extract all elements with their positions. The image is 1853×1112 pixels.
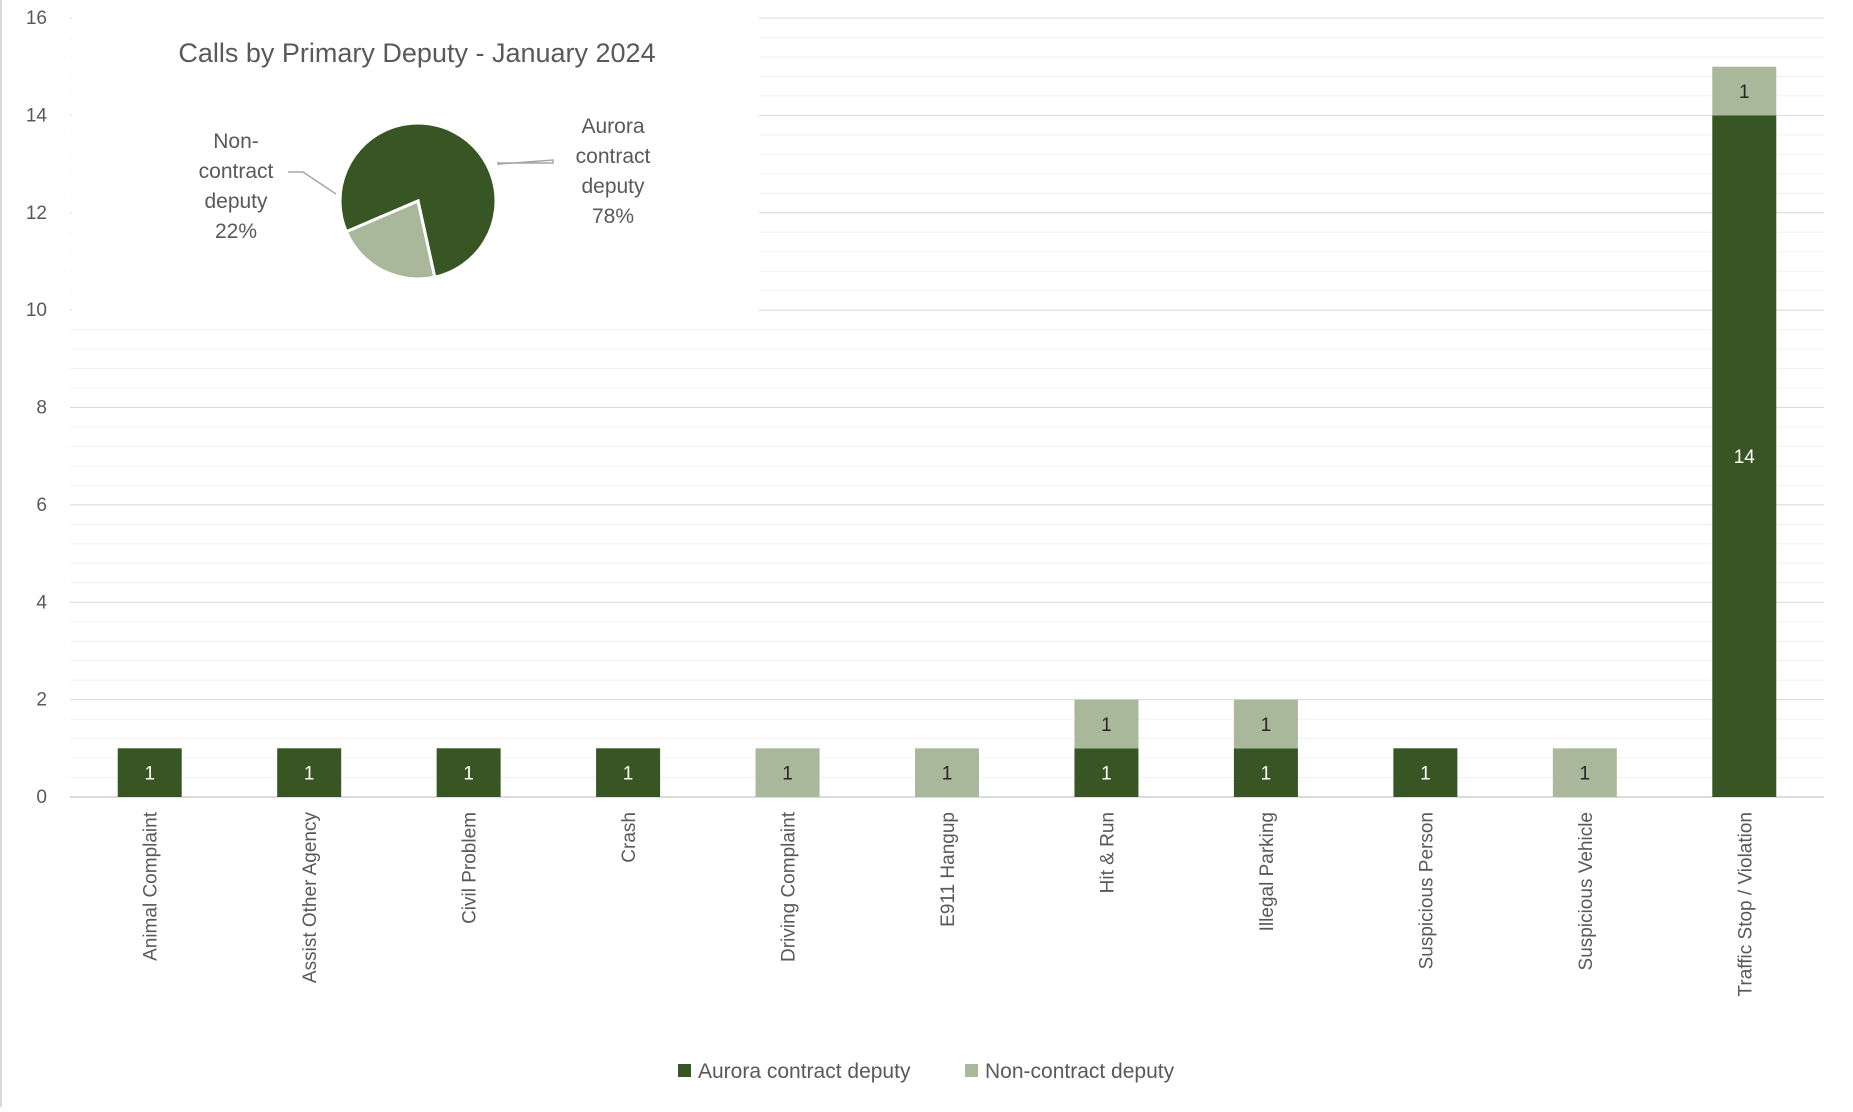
pie-slice-label: Aurora xyxy=(581,115,644,138)
bar-data-label: 1 xyxy=(623,764,634,785)
legend-swatch xyxy=(678,1064,691,1077)
bar-segment xyxy=(1074,699,1139,749)
x-tick-label: Crash xyxy=(619,812,640,863)
pie-slice-percent: 78% xyxy=(592,205,634,228)
bar-segment xyxy=(277,748,342,797)
bar-segment xyxy=(1074,748,1139,797)
bar-segment xyxy=(1393,748,1458,797)
pie-slice-label: deputy xyxy=(581,175,645,198)
bar-segment xyxy=(755,748,820,797)
legend: Aurora contract deputy Non-contract deput… xyxy=(678,1060,1175,1083)
y-tick-label: 2 xyxy=(36,690,47,711)
x-tick-label: Driving Complaint xyxy=(779,811,800,962)
pie-slice xyxy=(344,198,437,281)
x-tick-label: Animal Complaint xyxy=(141,811,162,961)
pie-slice-label: contract xyxy=(199,160,274,183)
x-tick-label: Suspicious Person xyxy=(1416,812,1437,969)
pie-title: Calls by Primary Deputy - January 2024 xyxy=(178,38,655,68)
bar-data-label: 1 xyxy=(1739,82,1750,103)
bar-segment xyxy=(1233,699,1298,749)
x-tick-label: Assist Other Agency xyxy=(300,812,321,984)
bar-data-label: 1 xyxy=(1261,764,1272,785)
y-tick-label: 16 xyxy=(26,8,47,29)
legend-label: Non-contract deputy xyxy=(985,1060,1175,1083)
y-tick-label: 6 xyxy=(36,495,47,516)
bar-segment xyxy=(915,748,979,797)
bar-data-label: 1 xyxy=(463,764,474,785)
x-tick-label: Illegal Parking xyxy=(1257,812,1278,931)
bar-data-label: 1 xyxy=(1261,715,1272,736)
bar-segment xyxy=(1712,115,1777,797)
bar-segment xyxy=(436,748,501,797)
pie-slice-label: deputy xyxy=(204,190,268,213)
bar-data-label: 1 xyxy=(1101,715,1112,736)
pie-slice-label: contract xyxy=(576,145,651,168)
inset-pie-chart: Calls by Primary Deputy - January 2024 A… xyxy=(72,0,759,315)
bar-segment xyxy=(1552,748,1617,797)
bar-data-label: 1 xyxy=(1101,764,1112,785)
bar-data-label: 1 xyxy=(782,764,793,785)
y-axis: 0 2 4 6 8 10 12 14 16 xyxy=(26,8,48,808)
x-tick-label: Hit & Run xyxy=(1097,812,1118,893)
bar-data-label: 1 xyxy=(304,764,315,785)
legend-label: Aurora contract deputy xyxy=(698,1060,911,1083)
bar-data-label: 14 xyxy=(1734,447,1756,468)
bar-segment xyxy=(596,748,661,797)
x-tick-label: E911 Hangup xyxy=(938,812,959,927)
pie-slice-label: Non- xyxy=(213,130,259,153)
y-tick-label: 0 xyxy=(36,787,47,808)
bar-data-label: 1 xyxy=(144,764,155,785)
grid-lines xyxy=(70,17,1824,798)
y-tick-label: 8 xyxy=(36,398,47,419)
x-axis-labels: Animal Complaint Assist Other Agency Civil… xyxy=(141,811,1757,996)
y-tick-label: 4 xyxy=(36,592,47,613)
pie-slice-percent: 22% xyxy=(215,220,257,243)
x-tick-label: Traffic Stop / Violation xyxy=(1735,812,1756,996)
pie-leader-line xyxy=(497,159,554,166)
pie-leader-line xyxy=(288,171,337,195)
y-tick-label: 14 xyxy=(26,105,48,126)
bar-data-label: 1 xyxy=(942,764,953,785)
x-tick-label: Suspicious Vehicle xyxy=(1576,812,1597,970)
x-tick-label: Civil Problem xyxy=(460,812,481,924)
bar-series: 1 1 1 1 1 1 1 1 1 1 1 1 14 1 xyxy=(117,66,1777,797)
legend-swatch xyxy=(965,1064,978,1077)
bar-data-label: 1 xyxy=(1580,764,1591,785)
bar-segment xyxy=(1233,748,1298,797)
bar-segment xyxy=(1712,66,1777,116)
y-tick-label: 12 xyxy=(26,203,47,224)
bar-data-label: 1 xyxy=(1420,764,1431,785)
bar-segment xyxy=(117,748,182,797)
y-tick-label: 10 xyxy=(26,300,47,321)
